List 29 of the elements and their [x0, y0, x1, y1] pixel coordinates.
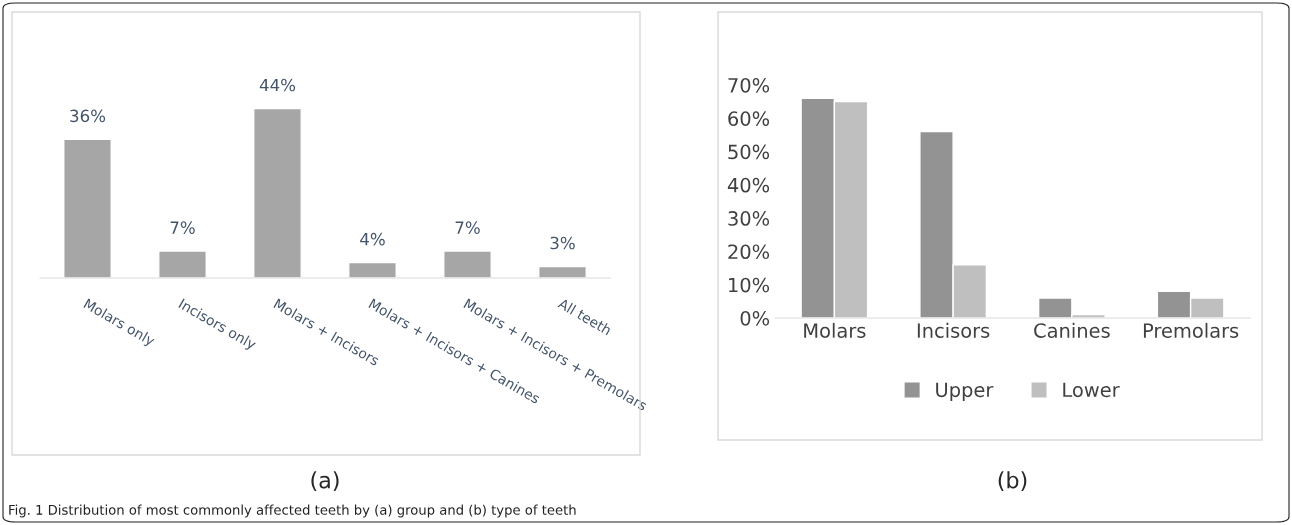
data-label: 3%: [550, 236, 575, 250]
x-axis-title: (b): [998, 471, 1027, 492]
legend-label: Upper: [936, 382, 994, 401]
data-label: 7%: [170, 221, 195, 234]
x-tick-label: Incisors: [917, 322, 990, 338]
data-label: 36%: [70, 109, 106, 123]
bar: [538, 265, 587, 278]
y-tick-label: 40%: [727, 177, 770, 193]
caption: Fig. 1 Distribution of most commonly affected teeth by (a) group and (b) type of teeth: [9, 504, 576, 518]
x-tick-label: Premolars: [1143, 322, 1239, 338]
y-tick-label: 10%: [729, 277, 770, 293]
x-tick-label: Molars: [804, 322, 866, 338]
y-tick-label: 20%: [728, 244, 770, 260]
x-axis-title: (a): [311, 471, 339, 492]
data-label: 7%: [455, 221, 480, 234]
y-tick-label: 60%: [728, 111, 770, 126]
data-label: 4%: [360, 232, 385, 246]
bar: [443, 250, 492, 278]
y-tick-label: 70%: [728, 77, 770, 93]
y-tick-label: 30%: [728, 211, 770, 226]
bar: [348, 261, 397, 278]
legend-label: Lower: [1063, 382, 1120, 398]
bar: [63, 138, 112, 278]
y-tick-label: 0%: [740, 310, 770, 326]
data-label: 44%: [259, 78, 296, 92]
y-tick-label: 50%: [728, 144, 770, 160]
bar: [253, 107, 302, 278]
x-tick-label: Canines: [1034, 322, 1110, 338]
bar: [158, 250, 207, 278]
